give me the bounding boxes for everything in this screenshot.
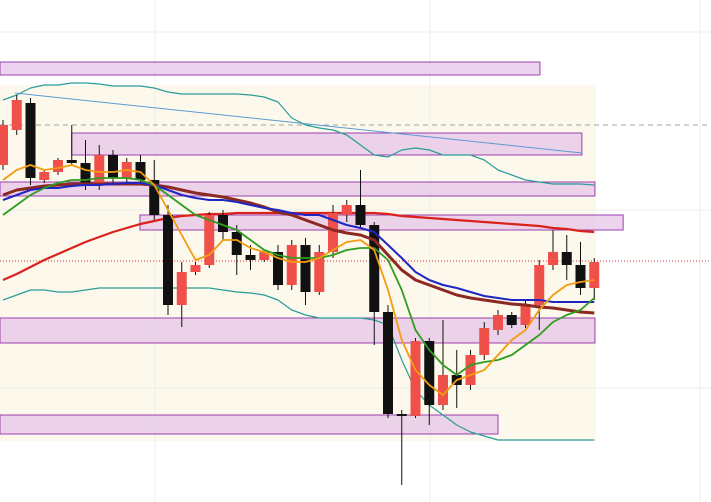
candle-body <box>108 155 118 178</box>
candle-body <box>0 125 8 165</box>
candle-body <box>438 375 448 405</box>
candle-body <box>383 312 393 414</box>
candle-body <box>520 305 531 325</box>
candle-body <box>11 100 22 130</box>
candle-body <box>561 252 572 265</box>
candle-body <box>493 315 503 330</box>
zone <box>0 317 596 344</box>
candle-body <box>204 215 215 265</box>
candle-body <box>396 414 407 416</box>
zone <box>139 214 624 231</box>
candle-body <box>465 355 476 385</box>
candle-body <box>176 272 187 305</box>
candle-body <box>341 205 352 215</box>
candle-body <box>149 180 160 215</box>
candle-body <box>479 328 490 355</box>
trendline <box>14 92 582 154</box>
candle-body <box>410 341 421 416</box>
candle-body <box>424 341 435 405</box>
candle-body <box>218 215 228 232</box>
candle-body <box>231 232 242 255</box>
candle-body <box>25 103 36 178</box>
zone <box>0 414 499 435</box>
candle-body <box>355 205 366 225</box>
candle-body <box>53 160 63 172</box>
indicator-line <box>2 164 595 396</box>
candle-body <box>589 262 600 288</box>
candle-body <box>163 215 173 305</box>
candle-body <box>259 252 270 260</box>
candle-body <box>273 252 283 285</box>
candle-body <box>300 245 311 292</box>
candle-body <box>534 265 545 305</box>
candle-body <box>314 252 325 292</box>
candle-body <box>575 265 586 288</box>
indicator-line <box>2 182 595 303</box>
candle-body <box>80 163 91 183</box>
indicator-line <box>2 287 595 441</box>
indicator-line <box>2 82 595 186</box>
candle-body <box>94 155 105 183</box>
candle-body <box>328 213 338 252</box>
candle-body <box>66 160 77 163</box>
candle-body <box>135 162 146 180</box>
zone <box>71 132 583 156</box>
candle-body <box>548 252 558 265</box>
zone <box>0 61 541 76</box>
candle-body <box>190 265 201 272</box>
candle-body <box>286 245 297 285</box>
candle-body <box>369 225 380 312</box>
candle-body <box>506 315 517 325</box>
candle-body <box>39 172 50 180</box>
candle-body <box>245 255 256 260</box>
indicator-line <box>2 177 595 376</box>
